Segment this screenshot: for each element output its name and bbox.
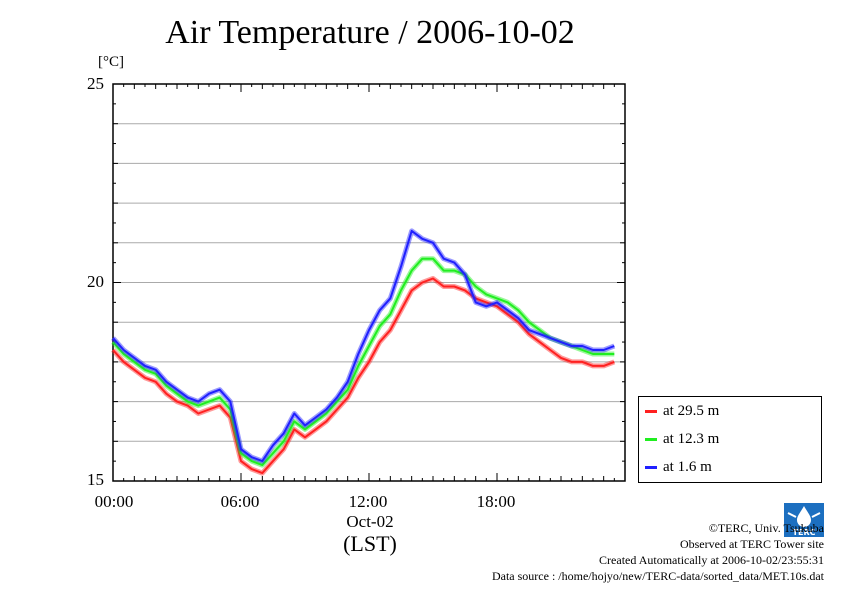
- legend-label: at 12.3 m: [663, 431, 720, 447]
- legend: at 29.5 m at 12.3 m at 1.6 m: [638, 396, 822, 483]
- x-tick-1200: 12:00: [348, 492, 388, 511]
- y-axis-unit: [°C]: [98, 54, 124, 70]
- x-tick-0600: 06:00: [220, 492, 260, 511]
- logo-text: TERC: [793, 528, 816, 537]
- x-axis-label: (LST): [343, 531, 397, 556]
- legend-swatch-red: [645, 410, 657, 413]
- series-line-1: [112, 257, 615, 467]
- legend-item-29-5m: at 29.5 m: [645, 403, 719, 420]
- series-line-0: [112, 277, 615, 475]
- legend-swatch-green: [645, 438, 657, 441]
- y-tick-15: 15: [87, 470, 104, 489]
- credits-observed: Observed at TERC Tower site: [679, 537, 824, 551]
- y-tick-25: 25: [87, 74, 104, 93]
- chart-title: Air Temperature / 2006-10-02: [165, 14, 575, 51]
- credits-copyright: ©TERC, Univ. Tsukuba: [708, 521, 824, 535]
- legend-item-1-6m: at 1.6 m: [645, 459, 712, 476]
- credits-source: Data source : /home/hojyo/new/TERC-data/…: [491, 569, 824, 583]
- series-line-2: [112, 229, 615, 463]
- legend-label: at 1.6 m: [663, 459, 712, 475]
- legend-swatch-blue: [645, 466, 657, 469]
- legend-label: at 29.5 m: [663, 403, 720, 419]
- x-tick-0000: 00:00: [94, 492, 134, 511]
- x-date-label: Oct-02: [346, 512, 394, 531]
- series-halo-2: [111, 228, 616, 464]
- x-tick-1800: 18:00: [476, 492, 516, 511]
- credits-created: Created Automatically at 2006-10-02/23:5…: [599, 553, 824, 567]
- terc-logo: TERC: [784, 503, 824, 537]
- credits: ©TERC, Univ. Tsukuba Observed at TERC To…: [492, 520, 824, 584]
- series-halo-0: [111, 276, 616, 476]
- legend-item-12-3m: at 12.3 m: [645, 431, 719, 448]
- y-tick-20: 20: [87, 272, 104, 291]
